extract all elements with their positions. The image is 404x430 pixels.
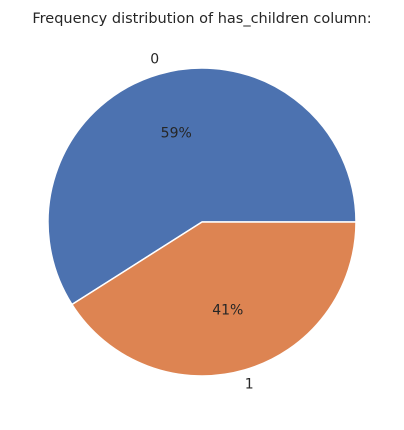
pie-labels: 0 59% 1 41% (150, 51, 253, 392)
pie-slice-1 (71, 221, 357, 377)
pie-slices (47, 67, 357, 377)
percent-label-1: 41% (212, 303, 243, 319)
pie-slice-0 (47, 67, 357, 306)
category-label-0: 0 (150, 51, 159, 67)
category-label-1: 1 (245, 377, 254, 393)
percent-label-0: 59% (161, 125, 192, 141)
chart-title: Frequency distribution of has_children c… (32, 11, 371, 27)
